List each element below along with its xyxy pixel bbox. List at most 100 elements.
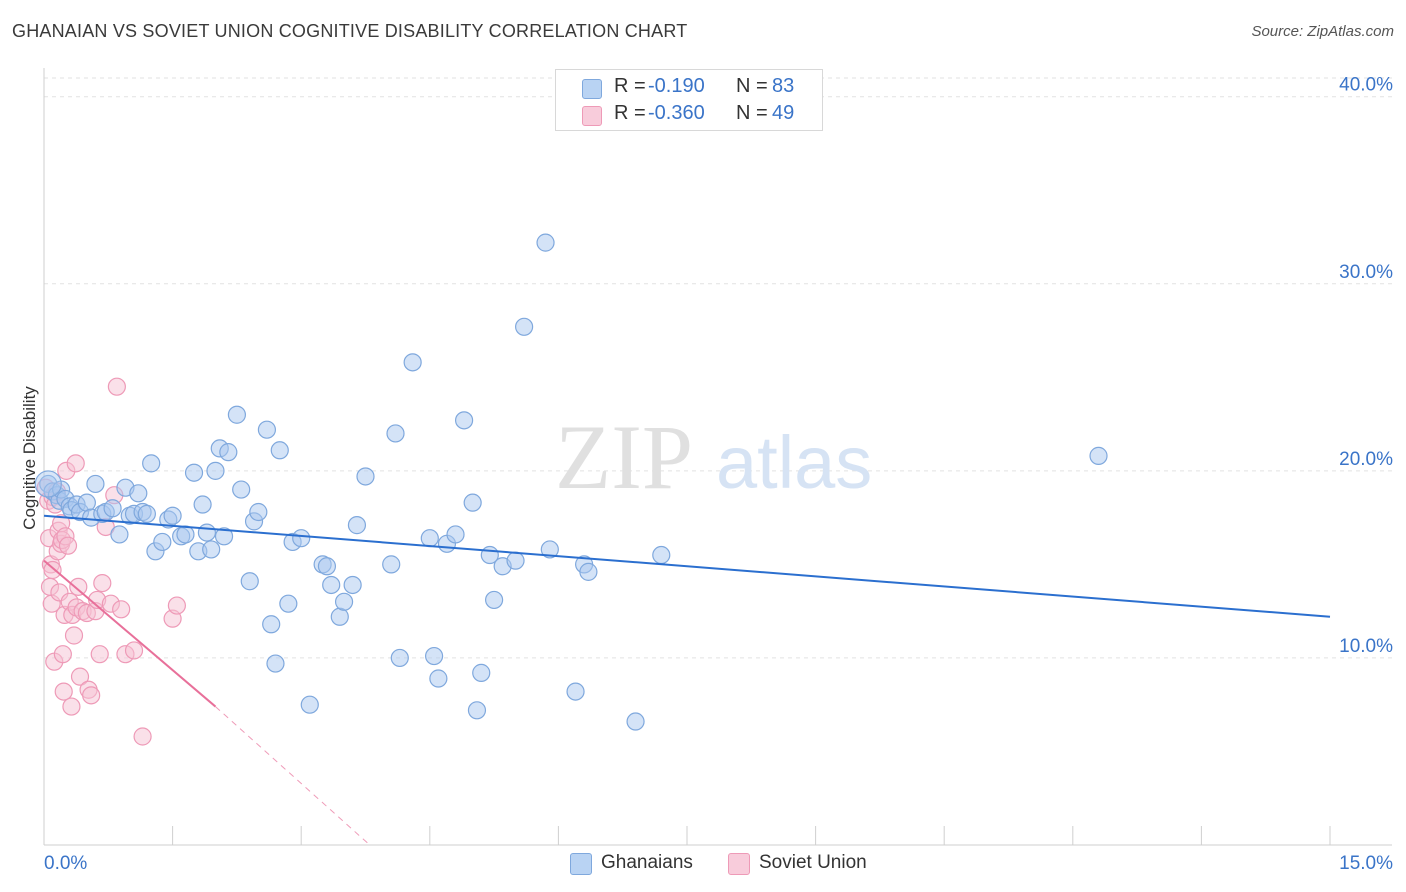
ghanaian-point bbox=[317, 557, 337, 576]
ghanaian-point bbox=[197, 523, 216, 542]
ghanaian-point bbox=[386, 424, 405, 443]
ghanaian-point bbox=[214, 527, 234, 546]
legend-n-value: 49 bbox=[772, 102, 795, 124]
legend-n-label: N = bbox=[736, 102, 768, 124]
ghanaian-point bbox=[103, 499, 122, 518]
ghanaian-point bbox=[86, 474, 105, 494]
ghanaian-point bbox=[463, 493, 482, 512]
soviet-union-point bbox=[112, 600, 131, 619]
legend-r-value: -0.190 bbox=[648, 75, 705, 97]
ghanaian-point bbox=[184, 463, 204, 482]
ghanaian-point bbox=[540, 540, 559, 559]
soviet-union-point bbox=[69, 577, 88, 596]
ghanaian-point bbox=[330, 607, 349, 626]
ghanaian-point bbox=[142, 454, 161, 473]
ghanaian-point bbox=[626, 712, 645, 731]
ghanaian-point bbox=[77, 493, 96, 512]
legend-label-ghanaians: Ghanaians bbox=[601, 852, 693, 873]
stats-legend: R = -0.190 N = 83 R = -0.360 N = 49 bbox=[555, 69, 823, 131]
x-tick-label: 0.0% bbox=[44, 853, 87, 874]
tick-labels: 10.0% 20.0% 30.0% 40.0% 0.0% 15.0% bbox=[44, 75, 1393, 874]
ghanaian-point bbox=[420, 529, 439, 548]
legend-row-soviet-union: R = -0.360 N = 49 bbox=[556, 102, 822, 128]
ghanaian-point bbox=[292, 529, 311, 548]
y-tick-label: 40.0% bbox=[1339, 75, 1393, 96]
soviet-union-point bbox=[82, 686, 101, 705]
ghanaian-point bbox=[382, 555, 401, 574]
ghanaian-point bbox=[153, 532, 172, 552]
ghanaian-point bbox=[446, 525, 465, 544]
ghanaian-point bbox=[515, 317, 534, 336]
ghanaian-point bbox=[652, 545, 671, 565]
soviet-union-point bbox=[62, 697, 81, 716]
grid bbox=[44, 77, 1392, 659]
soviet-union-point bbox=[66, 454, 85, 473]
soviet-union-point bbox=[107, 377, 126, 396]
legend-label-soviet-union: Soviet Union bbox=[759, 852, 867, 873]
ghanaian-point bbox=[219, 443, 238, 462]
soviet-union-point bbox=[124, 641, 144, 660]
soviet-union-point bbox=[167, 596, 186, 615]
ghanaian-point bbox=[347, 516, 367, 535]
ghanaian-point bbox=[390, 648, 409, 668]
legend-swatch-soviet-union bbox=[728, 853, 750, 875]
soviet-union-points bbox=[36, 377, 186, 746]
ghanaian-point bbox=[262, 615, 281, 634]
ghanaian-point bbox=[163, 506, 182, 525]
legend-r-label: R = bbox=[614, 102, 646, 124]
soviet-union-point bbox=[58, 536, 78, 555]
ghanaian-point bbox=[257, 420, 277, 439]
chart-title: GHANAIAN VS SOVIET UNION COGNITIVE DISAB… bbox=[12, 21, 688, 41]
soviet-union-point bbox=[70, 667, 90, 686]
watermark-atlas: atlas bbox=[716, 421, 872, 504]
source-label: Source: ZipAtlas.com bbox=[1251, 23, 1394, 40]
ghanaian-point bbox=[322, 575, 341, 595]
ghanaian-point bbox=[424, 646, 444, 666]
trend-lines bbox=[43, 514, 1331, 846]
legend-swatch-soviet-union bbox=[582, 106, 602, 126]
ghanaian-point bbox=[227, 405, 246, 424]
ghanaian-point bbox=[279, 594, 298, 613]
ghanaian-point bbox=[356, 467, 375, 486]
legend-n-value: 83 bbox=[772, 75, 795, 97]
axes bbox=[43, 68, 1392, 846]
ghanaian-point bbox=[240, 572, 259, 591]
legend-n-label: N = bbox=[736, 75, 768, 97]
soviet-union-point bbox=[64, 626, 84, 645]
ghanaian-point bbox=[129, 484, 148, 503]
ghanaian-point-large bbox=[34, 470, 62, 498]
ghanaian-point bbox=[536, 233, 555, 252]
soviet-union-point bbox=[43, 560, 62, 580]
soviet-union-point bbox=[133, 727, 152, 746]
ghanaian-point bbox=[485, 590, 504, 610]
soviet-union-point bbox=[93, 573, 112, 593]
ghanaian-point bbox=[334, 592, 354, 611]
ghanaian-point bbox=[232, 480, 251, 499]
y-tick-label: 20.0% bbox=[1339, 449, 1393, 470]
ghanaian-point bbox=[429, 669, 448, 688]
soviet-union-point bbox=[90, 645, 109, 664]
ghanaian-point bbox=[403, 353, 422, 372]
ghanaian-point bbox=[193, 495, 212, 514]
ghanaian-point bbox=[266, 654, 285, 673]
legend-r-value: -0.360 bbox=[648, 102, 705, 124]
ghanaian-point bbox=[206, 461, 225, 480]
ghanaian-point bbox=[249, 502, 268, 522]
legend-swatch-ghanaians bbox=[582, 79, 602, 99]
ghanaian-point bbox=[270, 441, 289, 460]
ghanaian-point bbox=[467, 701, 487, 720]
ghanaian-points bbox=[34, 233, 1108, 731]
soviet-union-trend-line bbox=[43, 559, 217, 708]
x-tick-label: 15.0% bbox=[1339, 853, 1393, 874]
ghanaian-point bbox=[137, 504, 156, 523]
ghanaian-point bbox=[472, 663, 491, 682]
ghanaian-point bbox=[176, 525, 195, 544]
watermark-zip: ZIP bbox=[555, 406, 693, 508]
ghanaian-point bbox=[343, 575, 362, 595]
ghanaian-point bbox=[566, 682, 585, 701]
y-tick-label: 30.0% bbox=[1339, 262, 1393, 283]
ghanaian-point bbox=[506, 551, 525, 570]
ghanaian-point bbox=[1089, 446, 1108, 465]
ghanaian-point bbox=[202, 540, 221, 559]
